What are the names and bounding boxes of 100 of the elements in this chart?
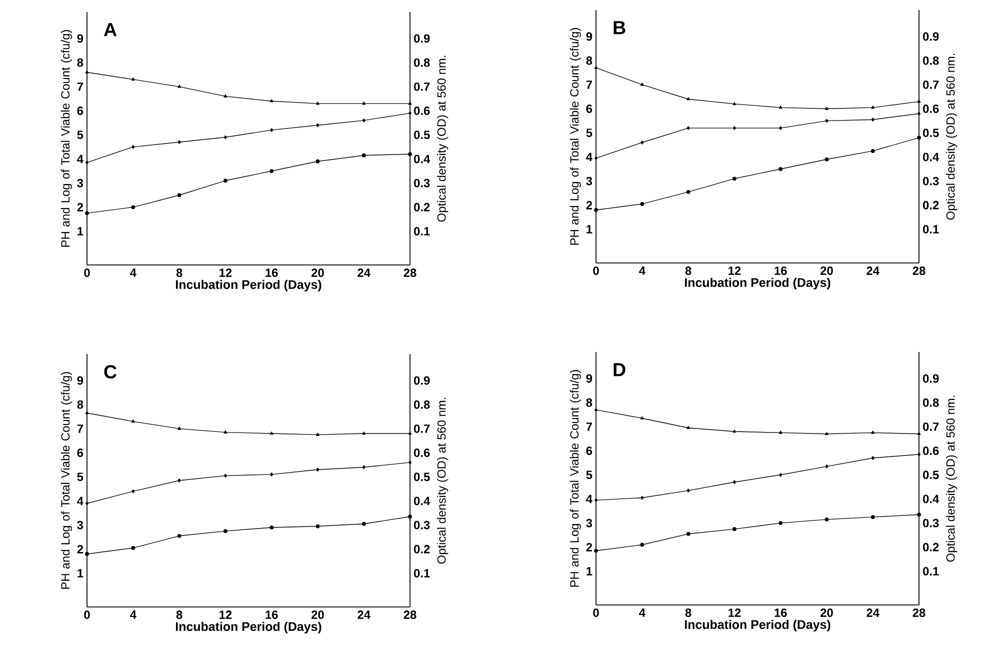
y-tick-label: 8 (77, 58, 84, 67)
point (871, 430, 875, 434)
point (270, 128, 274, 132)
y-tick-label: 3 (77, 520, 84, 530)
point (224, 94, 228, 98)
point (270, 432, 274, 435)
point (594, 498, 598, 502)
point (594, 66, 598, 69)
x-tick-label: 24 (358, 610, 370, 619)
y-tick-label: 2 (77, 544, 84, 554)
y-tick-label: 1 (78, 227, 84, 236)
point (640, 416, 644, 420)
y2-tick-label: 0.3 (414, 178, 430, 188)
point (408, 152, 412, 156)
y-tick-label: 9 (586, 374, 592, 383)
x-tick-label: 0 (593, 608, 599, 617)
y2-tick-label: 0.3 (923, 518, 939, 528)
point (870, 148, 875, 153)
x-tick-label: 28 (912, 608, 926, 617)
point (917, 136, 921, 140)
point (594, 408, 598, 411)
point (178, 426, 182, 430)
point (686, 532, 690, 536)
point (132, 144, 135, 149)
y-axis-title: PH and Log of Total Viable Count (cfu/g) (60, 30, 72, 247)
point (778, 430, 782, 434)
y2-tick-label: 0.2 (414, 544, 430, 554)
point (594, 208, 598, 212)
y-tick-label: 2 (586, 200, 592, 210)
x-tick-label: 20 (311, 268, 324, 277)
point (85, 211, 89, 216)
point (686, 97, 690, 100)
point (270, 472, 274, 476)
y-tick-label: 9 (586, 32, 592, 41)
point (824, 106, 828, 110)
y2-tick-label: 0.9 (923, 374, 939, 383)
y2-tick-label: 0.5 (414, 472, 430, 482)
point (316, 123, 320, 128)
y-axis-title: PH and Log of Total Viable Count (cfu/g) (60, 372, 72, 589)
point (824, 157, 829, 162)
point (131, 420, 135, 423)
point (316, 102, 320, 105)
point (778, 521, 783, 526)
point (223, 178, 228, 183)
point (640, 542, 644, 547)
point (779, 126, 782, 130)
y2-tick-label: 0.5 (923, 128, 939, 138)
point (85, 552, 89, 556)
x-axis-title: Incubation Period (Days) (176, 622, 322, 634)
point (594, 548, 598, 553)
y-tick-label: 4 (586, 494, 592, 504)
x-tick-label: 20 (311, 610, 324, 619)
y2-tick-label: 0.9 (923, 32, 939, 41)
x-tick-label: 12 (220, 610, 232, 619)
point (362, 102, 366, 105)
y2-tick-label: 0.3 (414, 520, 430, 530)
y2-tick-label: 0.5 (414, 130, 430, 140)
point (270, 169, 274, 173)
point (778, 106, 782, 109)
x-tick-label: 24 (866, 266, 880, 275)
y2-tick-label: 0.6 (414, 448, 430, 457)
x-tick-label: 4 (639, 266, 646, 275)
point (177, 534, 182, 538)
y-tick-label: 2 (586, 542, 592, 552)
y2-tick-label: 0.7 (414, 82, 430, 91)
x-tick-label: 24 (358, 268, 370, 277)
x-axis-title: Incubation Period (Days) (176, 280, 322, 292)
y2-tick-label: 0.2 (414, 202, 430, 212)
point (640, 82, 644, 86)
point (408, 514, 412, 519)
y2-axis-title: Optical density (OD) at 560 nm. (946, 54, 958, 220)
point (732, 527, 736, 532)
y-tick-label: 6 (77, 106, 84, 115)
y-tick-label: 3 (586, 518, 592, 528)
y2-tick-label: 0.4 (414, 154, 430, 164)
x-tick-label: 28 (404, 268, 416, 277)
x-tick-label: 0 (593, 266, 599, 275)
y-tick-label: 7 (77, 82, 83, 91)
y2-tick-label: 0.8 (414, 58, 430, 67)
point (732, 430, 736, 433)
y-tick-label: 5 (586, 470, 592, 480)
point (316, 524, 320, 528)
y-tick-label: 3 (586, 176, 592, 186)
point (362, 465, 366, 470)
point (825, 464, 828, 468)
point (85, 501, 89, 506)
point (778, 167, 783, 171)
x-tick-label: 4 (130, 610, 136, 619)
point (870, 515, 875, 519)
x-tick-label: 8 (176, 268, 182, 277)
annotation: A (104, 23, 117, 36)
y-tick-label: 7 (586, 80, 592, 89)
x-tick-label: 4 (639, 608, 646, 617)
point (85, 70, 89, 74)
x-tick-label: 8 (176, 610, 182, 619)
y-tick-label: 3 (77, 178, 84, 188)
x-axis-title: Incubation Period (Days) (684, 620, 830, 632)
x-tick-label: 28 (912, 266, 926, 275)
y2-tick-label: 0.7 (923, 80, 939, 89)
y2-tick-label: 0.2 (923, 200, 939, 210)
